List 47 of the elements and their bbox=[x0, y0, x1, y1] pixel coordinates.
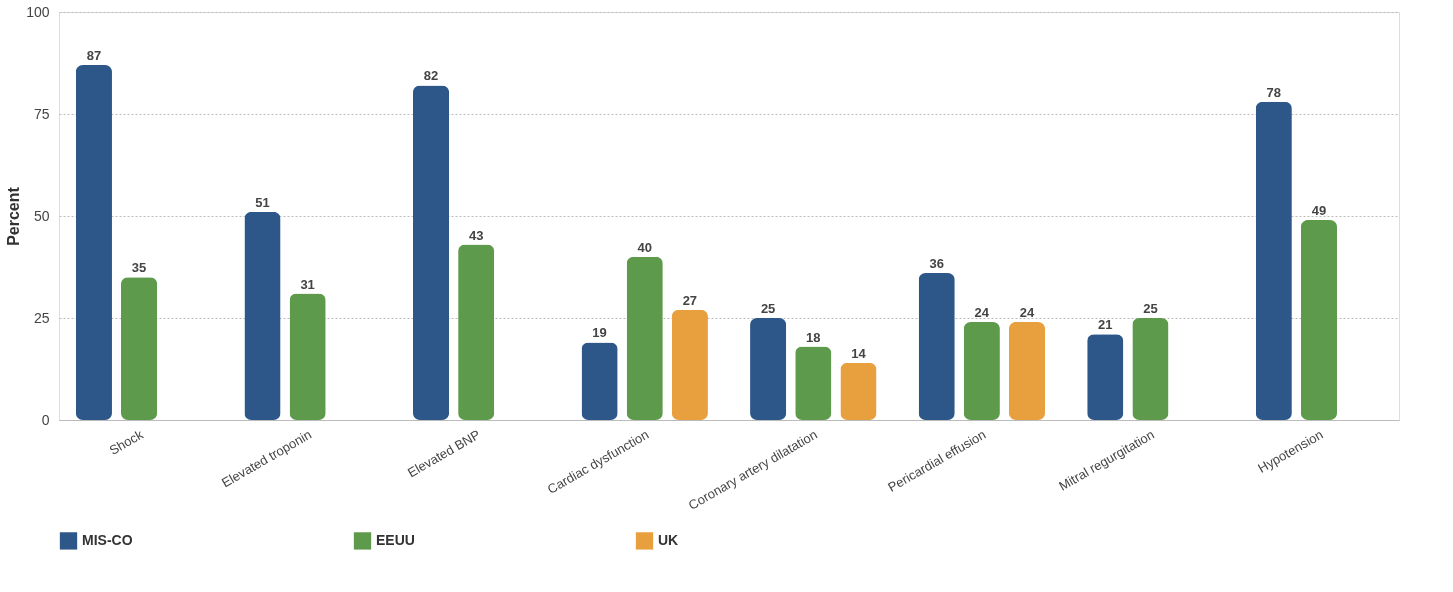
y-tick-label: 75 bbox=[33, 105, 50, 122]
bar bbox=[581, 342, 618, 420]
data-label: 24 bbox=[1019, 305, 1035, 321]
data-label: 25 bbox=[760, 301, 776, 316]
y-axis-title: Percent bbox=[5, 186, 23, 246]
bar bbox=[840, 362, 877, 420]
legend-label: MIS-CO bbox=[82, 531, 133, 548]
data-label: 78 bbox=[1266, 84, 1282, 100]
bar bbox=[795, 346, 832, 420]
data-label: 51 bbox=[255, 194, 270, 210]
bar bbox=[1008, 322, 1046, 420]
data-label: 24 bbox=[974, 305, 990, 321]
bar bbox=[626, 256, 663, 420]
data-label: 21 bbox=[1098, 317, 1113, 333]
y-tick-label: 100 bbox=[26, 3, 50, 20]
data-label: 31 bbox=[300, 276, 315, 292]
data-label: 19 bbox=[592, 325, 607, 341]
data-label: 25 bbox=[1143, 301, 1158, 316]
bar bbox=[1300, 220, 1337, 420]
data-label: 14 bbox=[851, 345, 867, 361]
data-label: 82 bbox=[423, 68, 439, 84]
bar bbox=[963, 322, 1000, 420]
y-tick-label: 25 bbox=[33, 309, 50, 326]
data-label: 49 bbox=[1311, 203, 1327, 219]
y-tick-label: 50 bbox=[33, 207, 50, 224]
bar bbox=[458, 244, 495, 420]
y-tick-label: 0 bbox=[41, 411, 50, 428]
bar bbox=[671, 309, 708, 420]
bar bbox=[918, 273, 955, 420]
data-label: 40 bbox=[637, 239, 652, 255]
bar bbox=[412, 85, 450, 420]
bar bbox=[750, 318, 787, 420]
bar bbox=[244, 211, 281, 420]
data-label: 35 bbox=[131, 260, 147, 276]
data-label: 43 bbox=[468, 227, 484, 243]
bar bbox=[75, 65, 112, 420]
data-label: 27 bbox=[682, 292, 698, 308]
legend-label: UK bbox=[658, 531, 679, 548]
data-label: 36 bbox=[929, 256, 944, 272]
bar bbox=[1087, 334, 1124, 420]
bar bbox=[121, 277, 158, 420]
bar bbox=[1132, 318, 1169, 420]
data-label: 18 bbox=[806, 329, 821, 345]
bar bbox=[289, 293, 326, 420]
bar bbox=[1255, 101, 1292, 420]
legend-label: EEUU bbox=[376, 531, 415, 548]
data-label: 87 bbox=[86, 48, 102, 64]
